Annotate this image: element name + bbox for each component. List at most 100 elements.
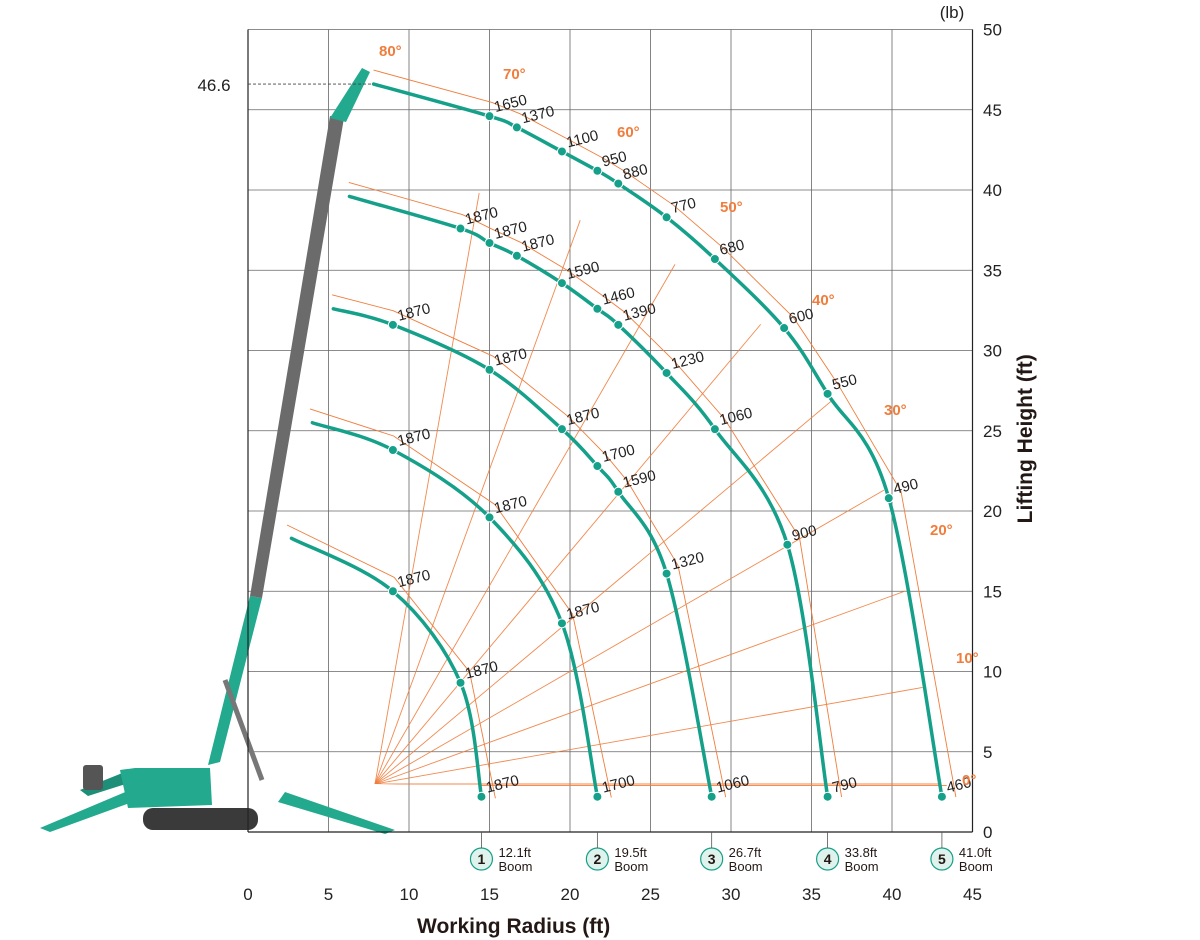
load-label: 1700 [600, 772, 636, 797]
load-point [936, 791, 947, 802]
angle-line-40 [374, 397, 835, 785]
angle-label: 60° [617, 124, 640, 141]
load-point [484, 512, 495, 523]
boom-word: Boom [845, 859, 879, 874]
load-label: 1870 [396, 425, 432, 450]
load-point [387, 586, 398, 597]
boom-curve-3 [331, 307, 714, 799]
load-label: 950 [600, 148, 628, 171]
x-tick-label: 5 [324, 885, 333, 904]
boom-length: 12.1ft [498, 845, 531, 860]
load-point [613, 486, 624, 497]
y-tick-label: 25 [983, 422, 1002, 441]
angle-label: 20° [930, 522, 953, 539]
load-label: 1060 [715, 772, 751, 797]
load-label: 460 [945, 774, 973, 797]
load-point [822, 791, 833, 802]
load-point [883, 493, 894, 504]
hydraulic-cylinder [222, 679, 265, 781]
load-point [511, 250, 522, 261]
load-label: 490 [892, 475, 920, 498]
load-point [822, 388, 833, 399]
x-tick-label: 0 [243, 885, 252, 904]
load-point [556, 146, 567, 157]
y-tick-label: 5 [983, 743, 992, 762]
boom-word: Boom [729, 859, 763, 874]
boom-curve-5 [371, 82, 944, 799]
x-tick-label: 10 [400, 885, 419, 904]
x-axis-title: Working Radius (ft) [417, 915, 610, 938]
angle-line-80 [374, 193, 480, 785]
load-label: 1870 [463, 658, 499, 683]
load-point [484, 364, 495, 375]
x-tick-label: 45 [963, 885, 982, 904]
load-unit-label: (lb) [940, 3, 965, 22]
operator-seat [83, 765, 103, 790]
crawler-track [143, 808, 258, 830]
envelope-arc-3 [331, 294, 727, 798]
envelope-arc-2 [309, 408, 612, 798]
load-point [484, 237, 495, 248]
load-point [387, 445, 398, 456]
load-label: 1870 [492, 345, 528, 370]
load-label: 600 [787, 305, 815, 328]
y-tick-label: 50 [983, 21, 1002, 40]
x-tick-label: 20 [561, 885, 580, 904]
boom-number: 1 [478, 851, 486, 867]
load-point [661, 212, 672, 223]
y-tick-label: 45 [983, 101, 1002, 120]
upper-boom-section [250, 116, 344, 598]
load-label: 770 [669, 195, 697, 218]
angle-label: 50° [720, 199, 743, 216]
load-label: 900 [790, 522, 818, 545]
y-tick-label: 10 [983, 663, 1002, 682]
outrigger-right [278, 792, 395, 834]
envelope-arc-4 [348, 181, 843, 798]
boom-curve-2 [310, 420, 600, 799]
y-tick-label: 30 [983, 342, 1002, 361]
load-point [556, 278, 567, 289]
load-point [476, 791, 487, 802]
load-point [661, 367, 672, 378]
load-point [709, 254, 720, 265]
load-point [779, 323, 790, 334]
load-label: 1320 [669, 549, 705, 574]
load-point [484, 111, 495, 122]
angle-line-20 [374, 578, 939, 785]
load-point [592, 791, 603, 802]
load-label: 1870 [396, 567, 432, 592]
load-point [511, 122, 522, 133]
crane-illustration [40, 68, 395, 834]
load-point [556, 618, 567, 629]
angle-line-60 [374, 264, 676, 785]
boom-length: 33.8ft [845, 845, 878, 860]
boom-angle-lines [374, 193, 942, 785]
y-tick-label: 15 [983, 582, 1002, 601]
load-label: 1870 [396, 300, 432, 325]
load-label: 880 [621, 161, 649, 184]
boom-word: Boom [498, 859, 532, 874]
load-point [706, 791, 717, 802]
angle-label: 70° [503, 66, 526, 83]
load-point [592, 303, 603, 314]
load-point [782, 539, 793, 550]
boom-word: Boom [614, 859, 648, 874]
load-label: 1590 [621, 467, 657, 492]
axes: 0 5 10 15 20 25 30 35 40 4505101520253035404550Wo… [197, 3, 1037, 938]
load-point [613, 319, 624, 330]
y-tick-label: 0 [983, 823, 992, 842]
y-tick-label: 40 [983, 181, 1002, 200]
boom-curve-1 [289, 536, 484, 799]
angle-label: 10° [956, 650, 979, 667]
load-point [455, 677, 466, 688]
grid [247, 29, 973, 833]
y-axis-title: Lifting Height (ft) [1014, 354, 1037, 523]
x-tick-label: 30 [722, 885, 741, 904]
load-label: 1700 [600, 441, 636, 466]
x-tick-label: 15 [480, 885, 499, 904]
y-tick-label: 20 [983, 502, 1002, 521]
load-point [556, 424, 567, 435]
load-label: 1230 [669, 348, 705, 373]
envelope-arc-1 [286, 524, 496, 799]
load-point [387, 319, 398, 330]
